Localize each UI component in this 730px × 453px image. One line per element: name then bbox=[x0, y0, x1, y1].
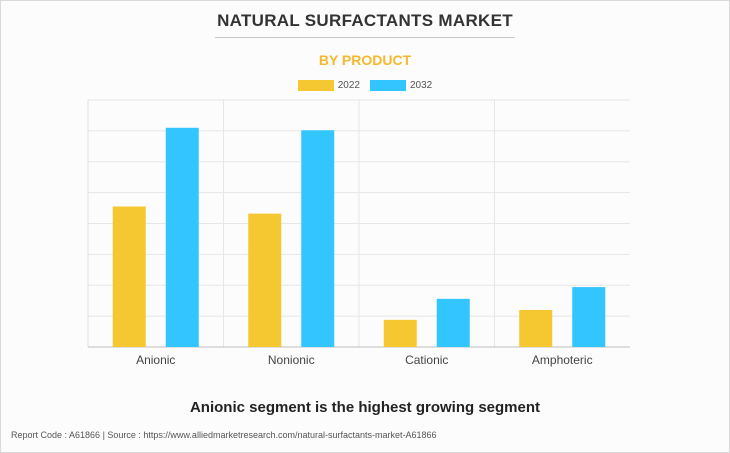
bar-nonionic-2032 bbox=[301, 130, 335, 347]
x-tick-label: Nonionic bbox=[268, 353, 315, 367]
x-tick-label: Amphoteric bbox=[532, 353, 593, 367]
bar-chart: Anionic Nonionic Cationic Amphoteric bbox=[87, 99, 630, 367]
legend-label-2022: 2022 bbox=[337, 80, 360, 91]
chart-subtitle: BY PRODUCT bbox=[318, 52, 412, 68]
source-footer: Report Code : A61866 | Source : https://… bbox=[11, 430, 437, 440]
legend-label-2032: 2032 bbox=[410, 80, 433, 91]
x-tick-label: Cationic bbox=[405, 353, 448, 367]
legend: 2022 2032 bbox=[0, 80, 730, 91]
bar-nonionic-2022 bbox=[248, 213, 282, 347]
title-divider bbox=[215, 37, 515, 38]
bar-cationic-2032 bbox=[436, 298, 470, 347]
bar-anionic-2022 bbox=[112, 206, 146, 347]
chart-title: NATURAL SURFACTANTS MARKET bbox=[217, 11, 513, 30]
legend-swatch-2032 bbox=[370, 80, 406, 91]
bar-anionic-2032 bbox=[165, 127, 199, 347]
legend-item-2032[interactable]: 2032 bbox=[370, 80, 432, 91]
chart-headline: Anionic segment is the highest growing s… bbox=[189, 399, 541, 416]
x-tick-label: Anionic bbox=[136, 353, 175, 367]
legend-swatch-2022 bbox=[297, 80, 334, 91]
bar-cationic-2022 bbox=[383, 319, 417, 347]
legend-item-2022[interactable]: 2022 bbox=[297, 80, 360, 91]
bar-amphoteric-2032 bbox=[572, 287, 606, 347]
bar-amphoteric-2022 bbox=[519, 309, 553, 347]
